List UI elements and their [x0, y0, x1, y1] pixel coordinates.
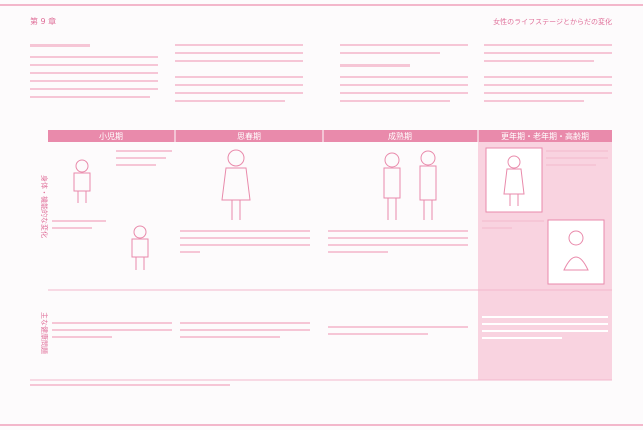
body-text — [30, 44, 612, 102]
chapter: 第 9 章 — [30, 16, 56, 26]
row-label: 身体・機能的な変化 — [40, 175, 49, 238]
table-header: 小児期 思春期 成熟期 更年期・老年期・高齢期 — [48, 130, 612, 142]
page-title: 女性のライフステージとからだの変化 — [493, 17, 612, 26]
column-header: 思春期 — [237, 131, 261, 141]
cell-text — [30, 150, 608, 386]
column-header: 更年期・老年期・高齢期 — [501, 131, 589, 141]
column-header: 成熟期 — [388, 131, 412, 141]
column-header: 小児期 — [99, 132, 123, 141]
top-rule — [0, 4, 643, 6]
bottom-rule — [0, 424, 643, 426]
illustrations — [73, 147, 605, 285]
row-label: 主な健康問題 — [40, 312, 49, 354]
